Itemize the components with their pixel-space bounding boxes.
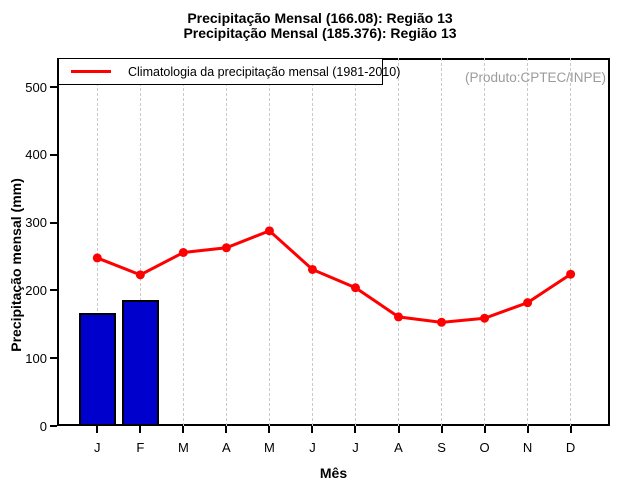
x-axis-tick-label: M <box>177 440 189 455</box>
y-axis-tick <box>50 221 57 224</box>
x-axis-tick <box>139 426 142 433</box>
x-axis-tick-label: S <box>437 440 446 455</box>
legend-line-sample-icon <box>71 70 111 73</box>
x-axis-tick <box>182 426 185 433</box>
x-axis-tick-label: A <box>222 440 231 455</box>
y-axis-label: Precipitação mensal (mm) <box>8 178 24 352</box>
x-axis-tick <box>96 426 99 433</box>
legend-label: Climatologia da precipitação mensal (198… <box>128 64 401 79</box>
x-axis-tick-label: F <box>136 440 145 455</box>
gridline <box>354 58 356 426</box>
gridline <box>484 58 486 426</box>
precipitation-bar <box>78 313 116 426</box>
gridline <box>570 58 572 426</box>
y-axis-tick-label: 0 <box>39 418 47 434</box>
x-axis-tick <box>483 426 486 433</box>
gridline <box>398 58 399 426</box>
x-axis-tick <box>268 426 271 433</box>
x-axis-tick <box>440 426 443 433</box>
gridline <box>527 58 529 426</box>
x-axis-tick-label: J <box>352 440 359 455</box>
x-axis-tick <box>354 426 357 433</box>
x-axis-tick-label: N <box>522 440 533 455</box>
y-axis-tick-label: 400 <box>25 147 47 163</box>
gridline <box>268 58 270 426</box>
gridline <box>225 58 227 426</box>
x-axis-tick-label: J <box>94 440 101 455</box>
plot-area: Climatologia da precipitação mensal (198… <box>25 58 610 455</box>
x-axis-tick-label: M <box>263 440 275 455</box>
y-axis-tick <box>50 425 57 427</box>
x-axis-label: Mês <box>319 465 348 481</box>
chart-title-line1: Precipitação Mensal (166.08): Região 13 <box>187 10 453 26</box>
y-axis-tick-label: 300 <box>25 215 47 231</box>
x-axis-tick <box>569 426 572 433</box>
x-axis-tick-label: A <box>394 440 403 455</box>
y-axis-tick <box>50 289 57 292</box>
y-axis-tick <box>50 153 57 156</box>
product-annotation: (Produto:CPTEC/INPE) <box>464 70 606 85</box>
climatology-line <box>96 229 572 324</box>
y-axis-tick <box>50 86 57 89</box>
legend-box: Climatologia da precipitação mensal (198… <box>58 58 400 85</box>
x-axis-tick <box>311 426 314 433</box>
gridline <box>441 58 443 426</box>
gridline <box>311 58 313 426</box>
y-axis-tick-label: 500 <box>25 79 47 95</box>
chart-title: Precipitação Mensal (166.08): Região 13 … <box>0 11 640 40</box>
y-axis-tick <box>50 357 57 360</box>
y-axis-tick-label: 100 <box>25 350 47 366</box>
gridline <box>182 58 184 426</box>
x-axis-tick <box>225 426 228 433</box>
x-axis-tick <box>397 426 400 433</box>
y-axis-tick-label: 200 <box>25 282 47 298</box>
x-axis-tick-label: D <box>565 440 576 455</box>
x-axis-tick <box>526 426 529 433</box>
x-axis-tick-label: J <box>309 440 316 455</box>
chart-title-line2: Precipitação Mensal (185.376): Região 13 <box>183 24 457 41</box>
x-axis-tick-label: O <box>479 440 490 455</box>
precipitation-bar <box>121 300 159 426</box>
